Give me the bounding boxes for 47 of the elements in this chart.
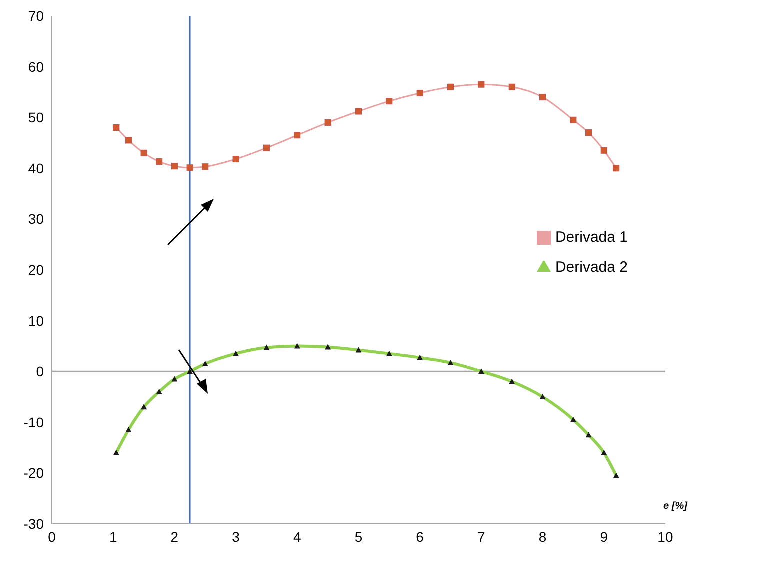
point (600, 147, 608, 154)
point (447, 84, 454, 90)
legend-label: Derivada 1 (555, 229, 628, 246)
point (324, 119, 332, 126)
y-tick-label: 30 (28, 211, 44, 228)
point (294, 132, 301, 139)
point (416, 90, 424, 96)
point (113, 124, 120, 132)
y-tick-label: 50 (28, 110, 44, 126)
point (355, 108, 362, 115)
x-tick-label: 10 (658, 528, 674, 545)
point (613, 165, 620, 172)
y-tick-label: -10 (24, 414, 44, 430)
point (570, 116, 577, 124)
x-tick-label: 0 (48, 528, 56, 545)
x-tick-label: 4 (293, 528, 302, 545)
y-tick-label: 60 (28, 58, 44, 75)
point (478, 81, 485, 88)
point (125, 137, 132, 144)
point (156, 158, 163, 166)
x-tick-label: 5 (354, 528, 363, 545)
x-tick-label: 7 (478, 528, 486, 545)
y-tick-label: 70 (28, 8, 44, 24)
point (202, 164, 209, 170)
y-tick-label: -30 (24, 516, 44, 532)
point (386, 98, 393, 105)
x-tick-label: 1 (109, 528, 118, 545)
y-tick-label: 10 (28, 312, 44, 329)
y-tick-label: 0 (36, 364, 44, 380)
point (186, 164, 194, 172)
point (540, 94, 546, 101)
x-tick-label: 2 (170, 528, 179, 545)
x-tick-label: 3 (232, 528, 240, 545)
x-tick-label: 6 (416, 528, 424, 545)
y-tick-label: 40 (28, 160, 44, 176)
x-tick-label: 9 (600, 528, 608, 545)
point (171, 163, 178, 170)
x-tick-label: 8 (538, 528, 547, 545)
point (263, 144, 270, 152)
point (232, 156, 240, 163)
legend-label: Derivada 2 (555, 259, 628, 276)
y-tick-label: 20 (28, 262, 44, 278)
point (586, 130, 592, 136)
point (508, 84, 516, 90)
x-axis-title: e [%] (664, 501, 688, 512)
y-tick-label: -20 (24, 465, 44, 482)
point (140, 150, 148, 156)
